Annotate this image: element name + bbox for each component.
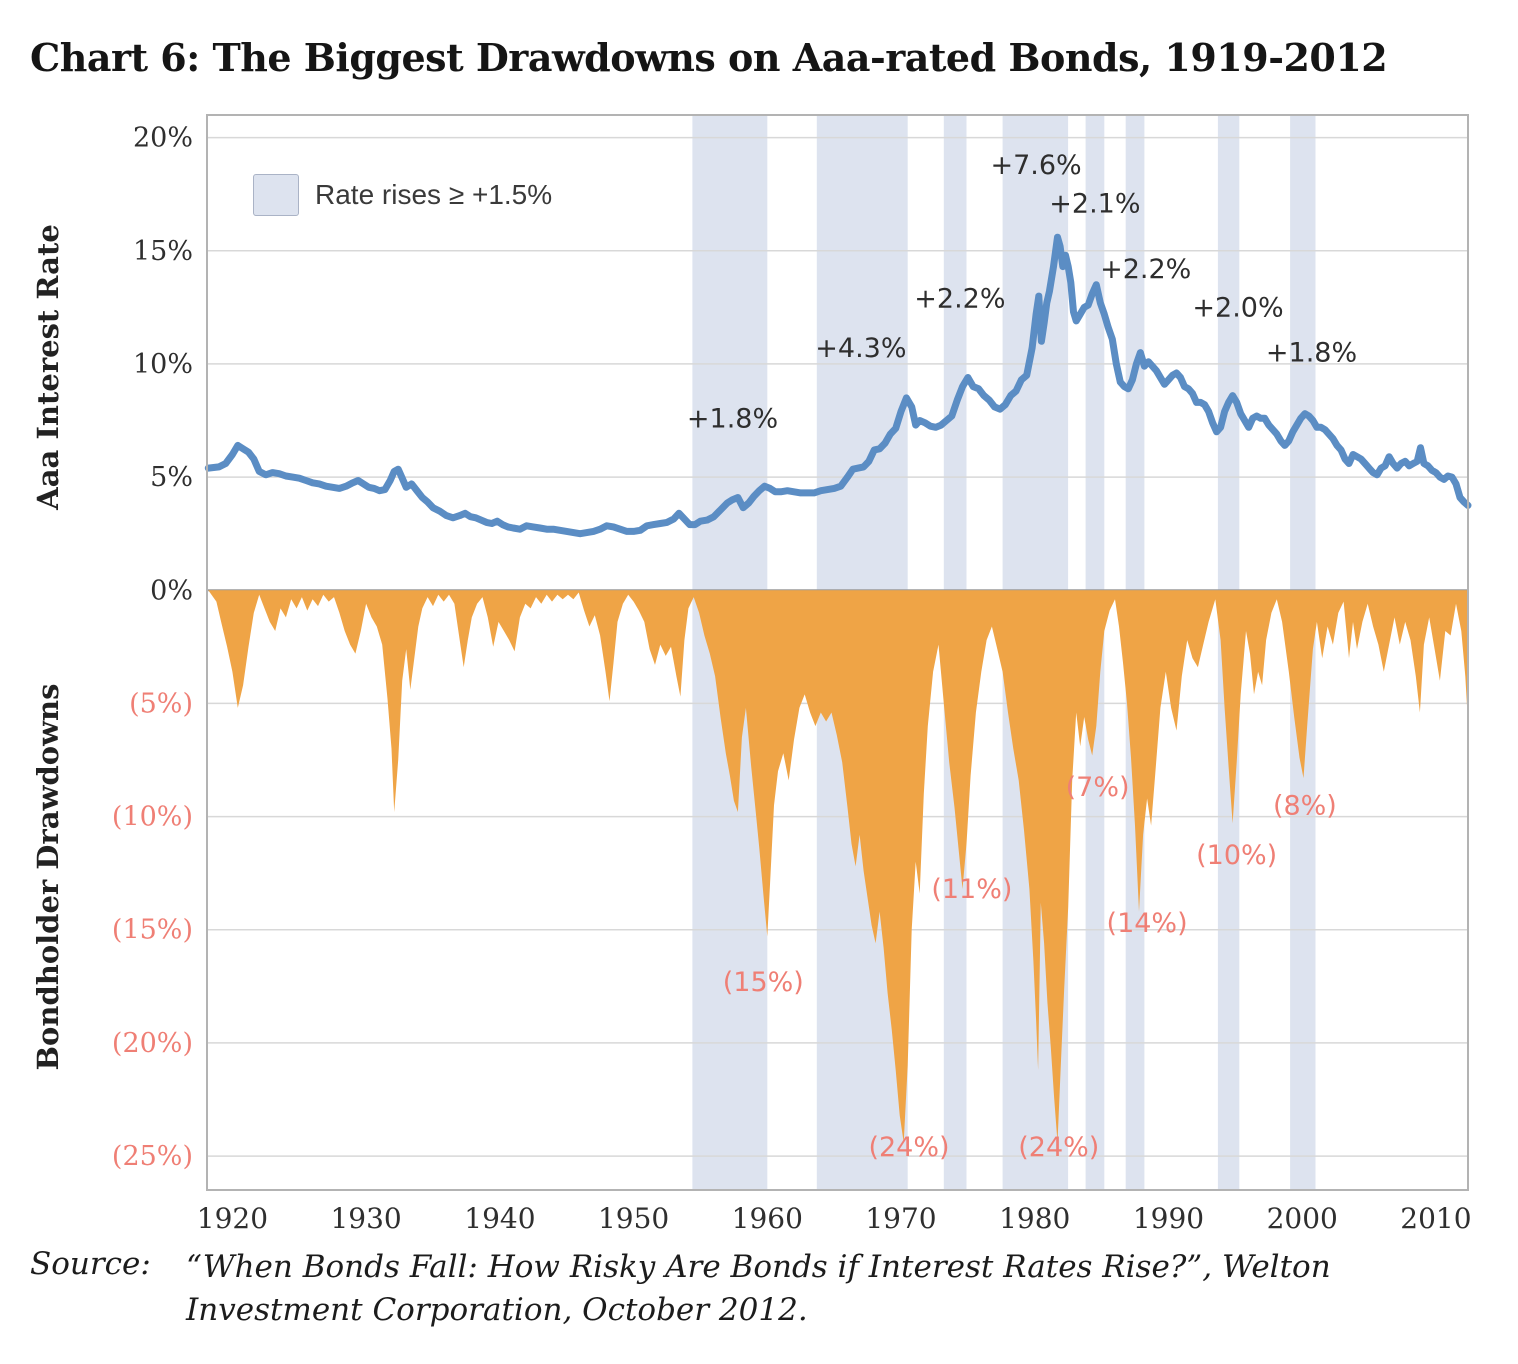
drawdown-tick-label: (25%) (112, 1141, 193, 1172)
rate-axis-title: Aaa Interest Rate (31, 224, 65, 510)
drawdown-annotation: (10%) (1196, 840, 1277, 871)
chart-title: Chart 6: The Biggest Drawdowns on Aaa-ra… (30, 35, 1388, 81)
drawdown-tick-label: (5%) (129, 688, 193, 719)
x-tick-label: 1980 (999, 1202, 1070, 1235)
x-tick-label: 1990 (1133, 1202, 1204, 1235)
x-tick-label: 1970 (865, 1202, 936, 1235)
rate-rise-annotation: +4.3% (815, 333, 906, 364)
x-tick-label: 1950 (598, 1202, 669, 1235)
source-line-1: “When Bonds Fall: How Risky Are Bonds if… (186, 1249, 1331, 1285)
drawdown-annotation: (11%) (931, 874, 1012, 905)
drawdown-annotation: (15%) (723, 967, 804, 998)
x-tick-label: 1920 (197, 1202, 268, 1235)
drawdown-annotation: (8%) (1273, 790, 1337, 821)
rate-rise-annotation: +2.0% (1192, 292, 1283, 323)
drawdown-tick-label: (15%) (112, 915, 193, 946)
drawdown-area (208, 590, 1469, 1143)
drawdown-annotation: (24%) (1018, 1132, 1099, 1163)
rate-line (204, 233, 1472, 538)
rate-rise-annotation: +2.2% (914, 283, 1005, 314)
rate-tick-label: 0% (150, 575, 193, 606)
rate-rise-annotation: +1.8% (687, 403, 778, 434)
source-line-2: Investment Corporation, October 2012. (186, 1292, 808, 1328)
rate-rise-annotation: +2.2% (1100, 254, 1191, 285)
rate-tick-label: 20% (133, 123, 193, 154)
drawdown-annotation: (24%) (868, 1132, 949, 1163)
rate-rise-annotation: +1.8% (1266, 338, 1357, 369)
drawdown-annotation: (7%) (1066, 772, 1130, 803)
x-tick-label: 1960 (732, 1202, 803, 1235)
drawdown-axis-title: Bondholder Drawdowns (31, 683, 65, 1071)
rate-rise-annotation: +7.6% (990, 150, 1081, 181)
source-label: Source: (30, 1246, 151, 1282)
drawdown-tick-label: (10%) (112, 802, 193, 833)
rate-tick-label: 15% (133, 236, 193, 267)
source-text: “When Bonds Fall: How Risky Are Bonds if… (186, 1246, 1331, 1332)
rate-tick-label: 10% (133, 349, 193, 380)
legend: Rate rises ≥ +1.5% (253, 174, 552, 216)
source-note: Source: “When Bonds Fall: How Risky Are … (30, 1246, 1331, 1332)
x-tick-label: 1930 (330, 1202, 401, 1235)
plot-border (206, 114, 1469, 1191)
rate-rise-annotation: +2.1% (1049, 188, 1140, 219)
legend-swatch-icon (253, 174, 299, 216)
x-tick-label: 2000 (1267, 1202, 1338, 1235)
drawdown-annotation: (14%) (1107, 908, 1188, 939)
x-tick-label: 2010 (1400, 1202, 1471, 1235)
legend-label: Rate rises ≥ +1.5% (315, 179, 553, 210)
drawdown-tick-label: (20%) (112, 1028, 193, 1059)
chart-canvas: 20% 15% 10% 5% 0% (5%) (10%) (15%) (20%) (25%)192… (112, 114, 1472, 1235)
x-tick-label: 1940 (464, 1202, 535, 1235)
rate-tick-label: 5% (150, 462, 193, 493)
